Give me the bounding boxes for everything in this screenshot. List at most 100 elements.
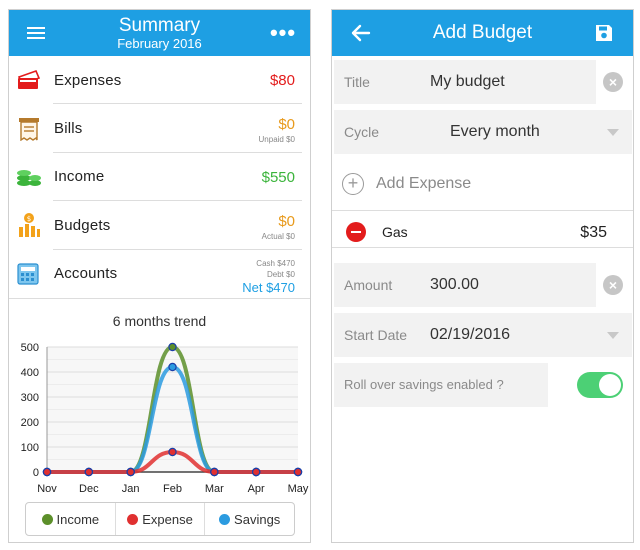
cycle-select[interactable]: Every month [420,110,632,154]
expenses-value-block: $80 [270,72,295,89]
y-tick-label: 400 [21,367,39,379]
x-tick-label: May [288,483,309,495]
y-tick-label: 0 [33,467,39,479]
bills-label: Bills [54,120,83,138]
accounts-cash: Cash $470 [256,258,295,268]
accounts-label: Accounts [54,265,118,283]
legend-savings[interactable]: Savings [205,503,294,535]
plus-circle-icon: + [342,173,364,195]
accounts-icon [9,250,49,298]
expenses-value: $80 [269,72,295,89]
data-point-expense [168,447,177,457]
x-tick-label: Nov [37,483,57,495]
income-value: $550 [261,168,295,186]
bills-unpaid: Unpaid $0 [258,135,295,145]
add-expense-button[interactable]: + Add Expense [342,173,471,195]
x-tick-label: Apr [248,483,265,495]
summary-row-bills[interactable]: Bills $0 Unpaid $0 [9,104,310,153]
bills-value: $0 [278,116,295,134]
y-tick-label: 200 [21,417,39,429]
title-field: Title My budget × [334,60,633,104]
remove-expense-icon[interactable] [346,222,366,242]
bills-value-block: $0 Unpaid $0 [259,116,295,144]
summary-row-expenses[interactable]: Expenses $80 [9,56,310,105]
amount-input[interactable]: 300.00 [420,263,596,307]
summary-screen: Summary February 2016 ••• Expenses $80 [8,9,311,543]
legend-savings-label: Savings [234,511,281,527]
trend-chart: 0 100 200 300 400 500 Nov Dec Jan Feb Mar Apr May [21,342,309,495]
x-tick-label: Dec [79,483,99,495]
add-expense-label: Add Expense [376,175,472,192]
amount-label: Amount [334,263,420,307]
bills-icon [9,105,49,153]
clear-amount-icon[interactable]: × [603,275,623,295]
legend-income-label: Income [56,511,100,527]
rollover-label: Roll over savings enabled ? [334,363,548,407]
back-arrow-icon[interactable] [338,10,384,56]
page-title: Summary [118,15,201,36]
y-tick-label: 300 [21,392,39,404]
budgets-value: $0 [278,213,295,231]
y-tick-label: 100 [21,442,39,454]
page-subtitle: February 2016 [117,36,202,51]
start-date-field: Start Date 02/19/2016 [334,313,633,357]
expense-list-item: Gas $35 [332,210,633,248]
budgets-value-block: $0 Actual $0 [262,213,295,241]
title-label: Title [334,60,420,104]
income-icon [9,153,49,201]
accounts-net: Net $470 [242,279,295,295]
cycle-chevron-down-icon[interactable] [607,129,619,136]
start-date-label: Start Date [334,313,420,357]
legend-expense-dot [127,513,139,525]
x-tick-label: Mar [205,483,224,495]
svg-text:$: $ [27,215,31,223]
summary-row-income[interactable]: Income $550 [9,153,310,202]
expenses-label: Expenses [54,71,122,89]
add-budget-screen: Add Budget Title My budget × Cycle Every… [331,9,634,543]
save-icon[interactable] [581,10,627,56]
expense-amount: $35 [580,224,607,241]
x-tick-label: Jan [122,483,140,495]
clear-title-icon[interactable]: × [603,72,623,92]
menu-icon[interactable] [13,10,59,56]
budgets-icon: $ [9,201,49,249]
income-label: Income [54,168,105,186]
expenses-icon [9,56,49,104]
amount-field: Amount 300.00 × [334,263,633,307]
summary-row-budgets[interactable]: $ Budgets $0 Actual $0 [9,201,310,250]
accounts-debt: Debt $0 [266,269,295,279]
income-value-block: $550 [262,169,295,186]
summary-list: Expenses $80 Bills $0 Unpaid $0 [9,56,310,299]
data-point-savings [168,362,177,372]
rollover-toggle[interactable] [577,372,623,398]
legend-savings-dot [219,513,231,525]
data-point-expense [42,467,52,477]
summary-row-accounts[interactable]: Accounts Cash $470 Debt $0 Net $470 [9,250,310,298]
start-date-chevron-down-icon[interactable] [607,332,619,339]
data-point-income [168,342,177,352]
legend-income-dot [41,513,53,525]
add-budget-app-bar: Add Budget [332,10,633,56]
data-point-expense [126,467,135,477]
chart-legend: Income Expense Savings [25,502,295,536]
expense-name: Gas [382,224,408,240]
title-input[interactable]: My budget [420,60,596,104]
chart-title: 6 months trend [112,312,207,329]
cycle-field: Cycle Every month [334,110,633,154]
page-title: Add Budget [432,22,533,43]
data-point-expense [293,467,303,477]
data-point-expense [210,467,219,477]
y-tick-label: 500 [21,342,39,354]
start-date-input[interactable]: 02/19/2016 [420,313,632,357]
accounts-value-block: Cash $470 Debt $0 Net $470 [242,258,295,296]
data-point-expense [84,467,94,477]
data-point-expense [251,467,261,477]
x-tick-label: Feb [163,483,182,495]
legend-expense-label: Expense [142,511,193,527]
legend-income[interactable]: Income [26,503,116,535]
cycle-label: Cycle [334,110,420,154]
more-options-icon[interactable]: ••• [269,20,297,45]
summary-app-bar: Summary February 2016 ••• [9,10,310,56]
budgets-actual: Actual $0 [261,232,295,242]
legend-expense[interactable]: Expense [116,503,206,535]
